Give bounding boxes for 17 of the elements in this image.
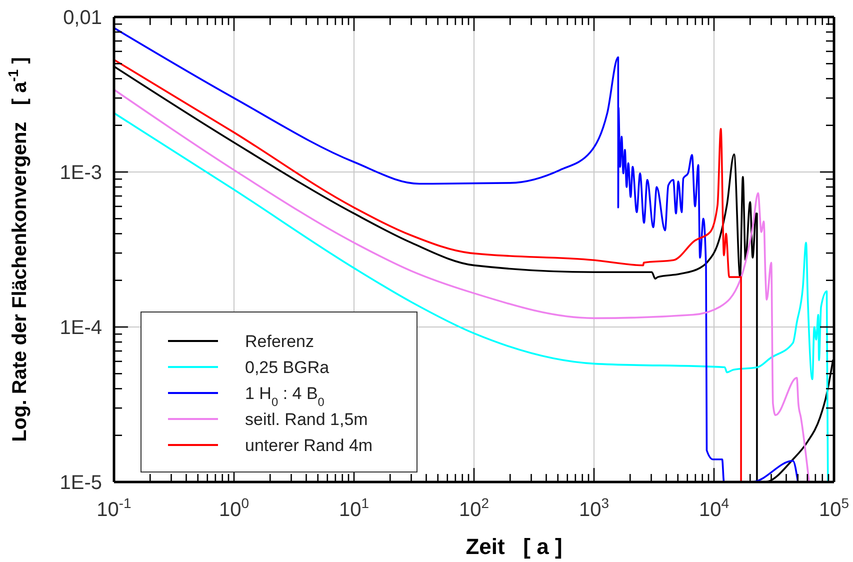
x-tick-label: 10$^{0}$ (218, 495, 250, 521)
x-tick-label: 10$^{4}$ (698, 495, 730, 521)
y-tick-label: 0,01 (63, 7, 102, 29)
legend-label: unterer Rand 4m (245, 436, 373, 455)
legend-label: seitl. Rand 1,5m (245, 410, 368, 429)
legend-label: 1 H$_{0}$ : 4 B$_{0}$ (245, 384, 325, 409)
legend-label: Referenz (245, 332, 314, 351)
x-tick-label: 10$^{-1}$ (96, 495, 132, 521)
x-tick-label: 10$^{2}$ (458, 495, 490, 521)
y-tick-label: 1E-5 (60, 472, 102, 494)
x-tick-label: 10$^{5}$ (818, 495, 850, 521)
legend-label: 0,25 BGRa (245, 358, 330, 377)
y-tick-label: 1E-4 (60, 317, 102, 339)
x-axis-title: Zeit [ a ] (466, 534, 562, 559)
y-tick-label: 1E-3 (60, 162, 102, 184)
x-tick-label: 10$^{3}$ (578, 495, 610, 521)
x-tick-label: 10$^{1}$ (338, 495, 370, 521)
